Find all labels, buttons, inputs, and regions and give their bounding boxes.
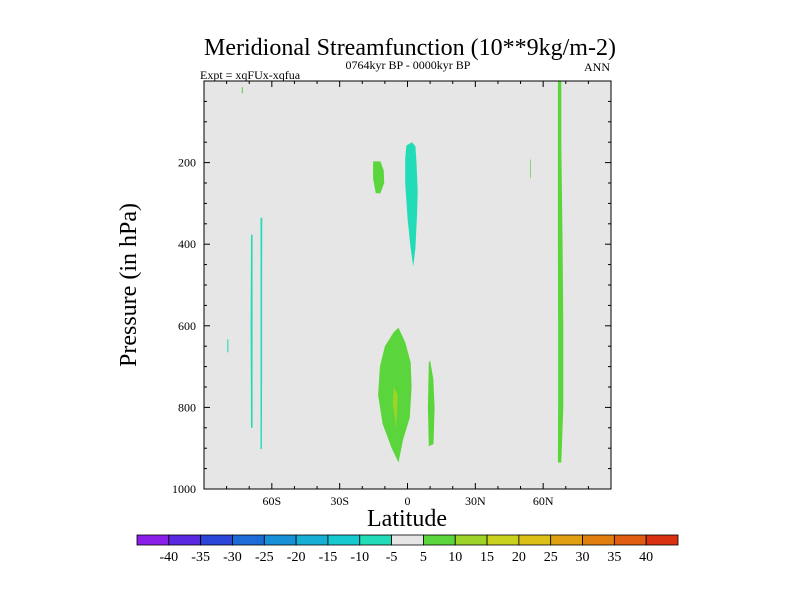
y-tick-label: 400 [178, 237, 196, 251]
colorbar: -40 -35 -30 -25 -20 -15 -10 -5 5 10 15 20 25 30 35 40 [136, 534, 679, 565]
contour-region-0 [405, 142, 418, 267]
colorbar-swatch [486, 534, 520, 546]
y-tick-labels: 200 400 600 800 1000 [172, 156, 196, 496]
colorbar-label: 20 [512, 550, 526, 565]
colorbar-label: -5 [386, 550, 398, 565]
plot-frame [203, 80, 612, 490]
colorbar-swatch [582, 534, 615, 546]
colorbar-swatch [263, 534, 297, 546]
y-tick-label: 200 [178, 156, 196, 170]
contour-regions [227, 81, 564, 463]
y-tick-label: 800 [178, 400, 196, 414]
y-tick-label: 600 [178, 319, 196, 333]
contour-region-4 [557, 81, 564, 463]
x-axis-title: Latitude [367, 506, 447, 532]
contour-region-3 [227, 339, 229, 353]
x-tick-label: 30S [330, 494, 349, 508]
colorbar-swatch [136, 534, 170, 546]
colorbar-label: -30 [223, 550, 242, 565]
colorbar-label: -10 [350, 550, 369, 565]
contour-region-2 [250, 234, 253, 428]
colorbar-swatch [359, 534, 392, 546]
contour-region-9 [241, 87, 243, 94]
colorbar-label: -35 [191, 550, 210, 565]
colorbar-swatch [232, 534, 265, 546]
x-tick-labels: 60S 30S 0 30N 60N [262, 494, 553, 508]
y-axis-title: Pressure (in hPa) [116, 203, 142, 367]
colorbar-label: -40 [159, 550, 178, 565]
colorbar-swatch [454, 534, 488, 546]
colorbar-label: 5 [420, 550, 427, 565]
colorbar-label: 10 [448, 550, 462, 565]
plot-area [204, 81, 611, 489]
colorbar-label: 25 [544, 550, 558, 565]
x-tick-label: 30N [465, 494, 486, 508]
colorbar-swatch [645, 534, 679, 546]
colorbar-swatch [613, 534, 647, 546]
colorbar-label: 15 [480, 550, 494, 565]
colorbar-label: 35 [607, 550, 621, 565]
colorbar-swatch [327, 534, 361, 546]
chart-title: Meridional Streamfunction (10**9kg/m-2) [204, 35, 616, 61]
colorbar-swatch [168, 534, 202, 546]
colorbar-label: 40 [639, 550, 653, 565]
y-tick-label: 1000 [172, 482, 196, 496]
colorbar-swatch [423, 534, 456, 546]
season-label: ANN [584, 60, 610, 74]
experiment-label: Expt = xqFUx-xqfua [200, 68, 301, 82]
colorbar-swatch [550, 534, 583, 546]
contour-region-1 [260, 217, 263, 449]
colorbar-label: -25 [255, 550, 274, 565]
contour-region-8 [530, 158, 531, 179]
contour-region-7 [427, 360, 435, 447]
x-tick-label: 60N [533, 494, 554, 508]
x-tick-label: 0 [405, 494, 411, 508]
colorbar-label: -15 [319, 550, 338, 565]
colorbar-swatch [518, 534, 552, 546]
contour-region-5 [373, 161, 385, 194]
colorbar-label: -20 [287, 550, 306, 565]
contour-region-10 [392, 387, 398, 428]
colorbar-label: 30 [576, 550, 590, 565]
time-range-label: 0764kyr BP - 0000kyr BP [346, 58, 471, 72]
colorbar-swatch [295, 534, 329, 546]
x-tick-label: 60S [262, 494, 281, 508]
colorbar-swatch [200, 534, 233, 546]
colorbar-swatch [391, 534, 424, 546]
